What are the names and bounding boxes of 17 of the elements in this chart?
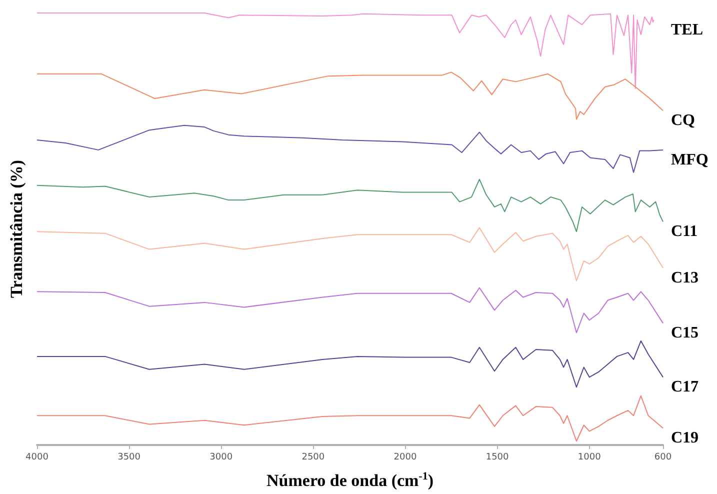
- series-label: C17: [671, 378, 699, 396]
- series-label: C19: [671, 430, 699, 447]
- x-tick-label: 600: [654, 452, 672, 462]
- series-label: CQ: [671, 112, 695, 130]
- series-label: MFQ: [671, 151, 708, 168]
- y-axis-title: Transmitância (%): [7, 160, 26, 298]
- series-label: C15: [671, 324, 699, 342]
- x-tick-label: 4000: [26, 452, 49, 462]
- x-tick-label: 2000: [394, 452, 417, 462]
- series-label: TEL: [671, 21, 704, 38]
- x-tick-label: 1500: [486, 452, 510, 462]
- series-label: C13: [671, 269, 699, 286]
- x-tick-label: 1000: [578, 452, 602, 462]
- series-label: C11: [671, 223, 698, 240]
- x-tick-label: 3000: [210, 452, 233, 462]
- x-tick-label: 3500: [118, 452, 141, 462]
- x-tick-label: 2500: [302, 452, 325, 462]
